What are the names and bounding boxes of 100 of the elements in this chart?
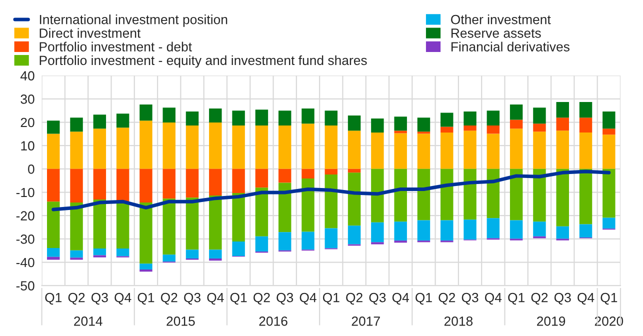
legend-label: Direct investment <box>40 28 141 38</box>
bar <box>533 132 546 169</box>
x-tick-label: Q3 <box>369 292 386 305</box>
y-tick-label: 30 <box>20 94 34 104</box>
bar <box>394 168 407 222</box>
bar <box>556 168 569 226</box>
bar <box>70 132 83 169</box>
bar <box>348 172 361 226</box>
bar <box>371 132 384 169</box>
bar <box>510 128 523 169</box>
text: 2016 <box>259 316 288 326</box>
bar <box>417 134 430 169</box>
bar <box>70 118 83 132</box>
bar <box>302 108 314 124</box>
bar <box>162 122 176 169</box>
bar <box>70 202 83 250</box>
bar <box>232 242 245 256</box>
bar <box>140 168 152 203</box>
bar <box>278 232 292 250</box>
bar <box>255 126 268 169</box>
x-tick-label: Q3 <box>462 292 478 305</box>
bar <box>162 108 176 122</box>
text: 2018 <box>444 316 473 326</box>
bar <box>533 108 546 124</box>
y-tick-label: 20 <box>20 118 34 128</box>
bar <box>278 110 292 126</box>
bar <box>510 168 523 220</box>
y-tick-label: -50 <box>16 281 34 291</box>
bar <box>579 168 592 224</box>
bar <box>70 250 83 258</box>
bar <box>464 112 476 126</box>
bar <box>394 133 407 169</box>
bar <box>348 130 361 169</box>
bar <box>302 168 314 178</box>
bar <box>371 118 384 133</box>
bar <box>348 226 361 244</box>
bar <box>533 168 546 222</box>
bar <box>348 116 361 131</box>
x-tick-label: Q2 <box>68 292 85 305</box>
x-tick-label: Q2 <box>346 292 362 305</box>
bar <box>464 168 476 220</box>
y-tick-label: 10 <box>21 141 34 151</box>
bar <box>394 116 407 131</box>
bar <box>440 168 454 220</box>
bar <box>302 124 314 169</box>
bar <box>486 134 500 169</box>
bar <box>324 174 338 228</box>
bar <box>140 120 152 169</box>
bar <box>209 122 222 169</box>
bar <box>417 168 430 220</box>
bar <box>510 120 523 129</box>
bar <box>394 130 407 134</box>
bar <box>371 222 384 242</box>
bar <box>464 220 476 240</box>
bar <box>324 110 338 126</box>
bar <box>440 220 454 241</box>
bar <box>602 218 616 229</box>
x-tick-label: Q1 <box>138 292 154 305</box>
bar <box>440 126 454 133</box>
y-tick-label: -20 <box>16 211 34 221</box>
legend-label: Other investment <box>451 14 551 24</box>
bar <box>93 168 106 200</box>
bar <box>556 118 569 131</box>
bar <box>186 112 199 126</box>
bar <box>93 128 106 169</box>
bar <box>579 102 592 118</box>
bar <box>486 168 500 218</box>
bar <box>579 224 592 238</box>
bar <box>140 264 152 270</box>
bar <box>348 168 361 173</box>
bar <box>232 126 245 169</box>
legend-label: Portfolio investment - debt <box>40 42 192 52</box>
bar <box>440 132 454 169</box>
y-tick-label: 0 <box>28 164 34 174</box>
bar <box>486 218 500 238</box>
text: 2019 <box>537 316 566 326</box>
bar <box>232 110 245 126</box>
x-tick-label: Q2 <box>160 292 178 305</box>
x-tick-label: Q1 <box>416 292 432 305</box>
text: 2014 <box>74 316 102 326</box>
bar <box>278 182 292 232</box>
bar <box>116 248 130 256</box>
x-tick-label: Q1 <box>230 292 247 305</box>
bar <box>486 110 500 126</box>
x-tick-label: Q2 <box>254 292 270 305</box>
bar <box>186 168 199 198</box>
bar <box>116 128 130 169</box>
text: 2015 <box>166 316 195 326</box>
bar <box>394 222 407 241</box>
bar <box>324 168 338 175</box>
bar <box>255 236 268 252</box>
bar <box>602 128 616 135</box>
y-tick-label: -30 <box>16 234 34 244</box>
text: 2020 <box>594 316 624 326</box>
x-tick-label: Q2 <box>438 292 456 305</box>
bar <box>209 196 222 250</box>
bar <box>209 108 222 122</box>
x-tick-label: Q4 <box>485 292 502 305</box>
bar <box>47 120 60 134</box>
bar <box>70 168 83 203</box>
